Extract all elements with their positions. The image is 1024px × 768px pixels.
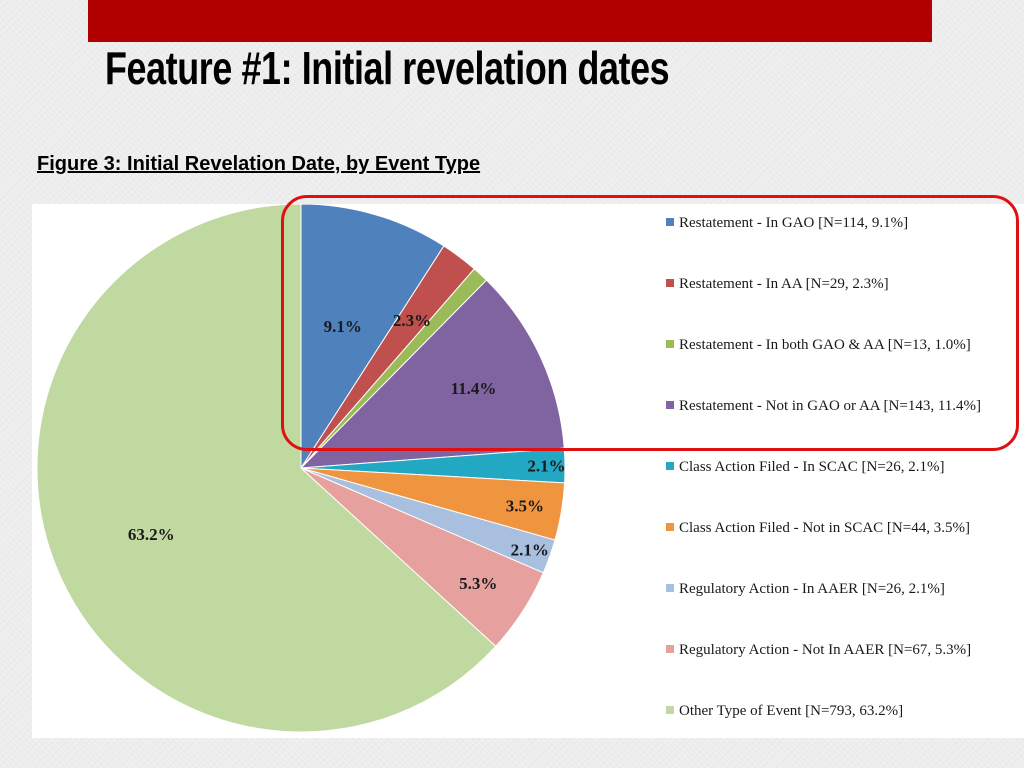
top-accent-bar bbox=[88, 0, 932, 42]
legend-label: Regulatory Action - Not In AAER [N=67, 5… bbox=[679, 642, 972, 658]
chart-panel: 9.1% 2.3% 11.4% 2.1% 3.5% 2.1% 5.3% 63.2% Resta… bbox=[32, 204, 1024, 738]
legend-item: Restatement - Not in GAO or AA [N=143, 1… bbox=[666, 397, 981, 415]
legend-swatch bbox=[666, 523, 674, 531]
legend-item: Class Action Filed - In SCAC [N=26, 2.1%… bbox=[666, 458, 945, 476]
slice-data-label: 11.4% bbox=[451, 379, 497, 398]
slice-data-label: 2.3% bbox=[393, 311, 431, 330]
legend-swatch bbox=[666, 462, 674, 470]
pie-chart: 9.1% 2.3% 11.4% 2.1% 3.5% 2.1% 5.3% 63.2% bbox=[36, 204, 566, 733]
slice-data-label: 2.1% bbox=[527, 457, 565, 476]
legend-label: Class Action Filed - In SCAC [N=26, 2.1%… bbox=[679, 459, 945, 475]
legend-item: Restatement - In both GAO & AA [N=13, 1.… bbox=[666, 336, 971, 354]
legend-item: Class Action Filed - Not in SCAC [N=44, … bbox=[666, 519, 970, 537]
legend-item: Regulatory Action - In AAER [N=26, 2.1%] bbox=[666, 580, 945, 598]
legend-label: Class Action Filed - Not in SCAC [N=44, … bbox=[679, 520, 970, 536]
legend-item: Restatement - In AA [N=29, 2.3%] bbox=[666, 275, 889, 293]
slice-data-label: 3.5% bbox=[506, 497, 544, 516]
pie-slice bbox=[300, 204, 445, 470]
figure-caption: Figure 3: Initial Revelation Date, by Ev… bbox=[37, 153, 481, 175]
legend-item: Other Type of Event [N=793, 63.2%] bbox=[666, 702, 903, 720]
legend-label: Restatement - In AA [N=29, 2.3%] bbox=[679, 276, 889, 292]
legend-label: Restatement - Not in GAO or AA [N=143, 1… bbox=[679, 398, 982, 414]
slide-title: Feature #1: Initial revelation dates bbox=[105, 42, 670, 94]
legend-item: Restatement - In GAO [N=114, 9.1%] bbox=[666, 214, 908, 232]
legend-item: Regulatory Action - Not In AAER [N=67, 5… bbox=[666, 641, 971, 659]
pie-slice bbox=[36, 204, 497, 733]
legend-swatch bbox=[666, 645, 674, 653]
legend-swatch bbox=[666, 279, 674, 287]
legend-swatch bbox=[666, 218, 674, 226]
chart-legend: Restatement - In GAO [N=114, 9.1%] Restat… bbox=[666, 214, 1024, 734]
slice-data-label: 63.2% bbox=[128, 525, 175, 544]
legend-label: Regulatory Action - In AAER [N=26, 2.1%] bbox=[679, 581, 945, 597]
legend-label: Other Type of Event [N=793, 63.2%] bbox=[679, 703, 904, 719]
slice-data-label: 5.3% bbox=[459, 574, 497, 593]
legend-swatch bbox=[666, 340, 674, 348]
legend-swatch bbox=[666, 584, 674, 592]
pie-slice bbox=[299, 279, 565, 469]
legend-label: Restatement - In GAO [N=114, 9.1%] bbox=[679, 215, 909, 231]
legend-swatch bbox=[666, 706, 674, 714]
legend-label: Restatement - In both GAO & AA [N=13, 1.… bbox=[679, 337, 971, 353]
slice-data-label: 2.1% bbox=[511, 541, 549, 560]
legend-swatch bbox=[666, 401, 674, 409]
slice-data-label: 9.1% bbox=[324, 317, 362, 336]
